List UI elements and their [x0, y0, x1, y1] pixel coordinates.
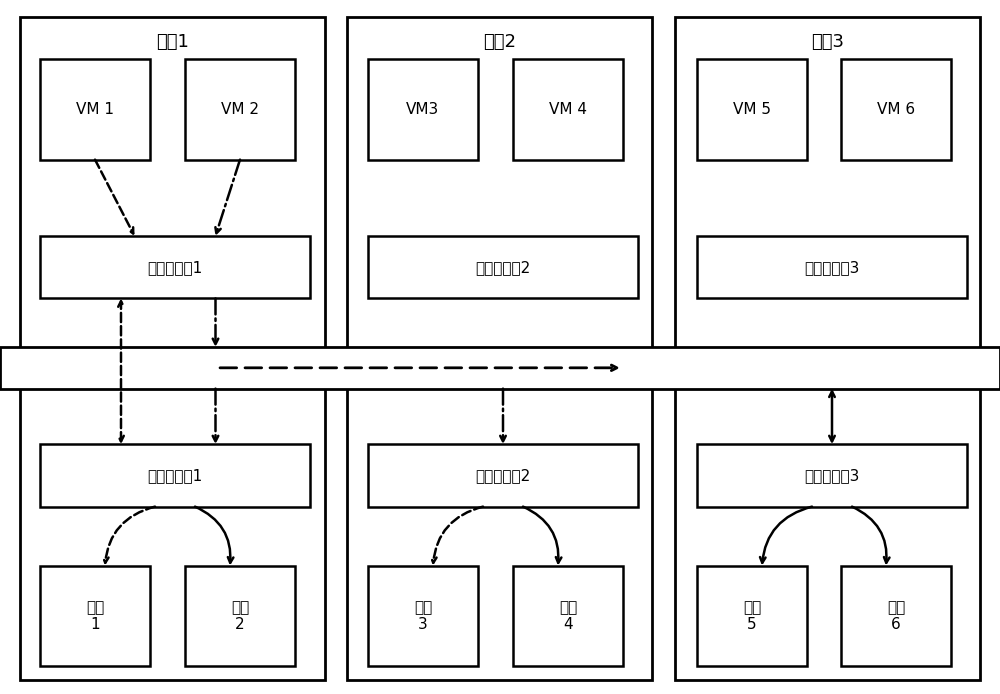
- Bar: [185, 566, 295, 666]
- Bar: [697, 236, 967, 298]
- Text: 节点1: 节点1: [156, 33, 189, 51]
- Text: VM 4: VM 4: [549, 102, 587, 117]
- Bar: [347, 17, 652, 680]
- Text: 存储服务端1: 存储服务端1: [147, 468, 203, 483]
- Bar: [841, 59, 951, 160]
- Bar: [368, 59, 478, 160]
- Text: VM 1: VM 1: [76, 102, 114, 117]
- Bar: [675, 17, 980, 680]
- Text: VM 2: VM 2: [221, 102, 259, 117]
- Bar: [40, 566, 150, 666]
- Bar: [513, 59, 623, 160]
- Text: 存储服务端2: 存储服务端2: [475, 468, 531, 483]
- Text: VM3: VM3: [406, 102, 440, 117]
- Text: 存储客户端2: 存储客户端2: [475, 260, 531, 275]
- Text: 硬盘
1: 硬盘 1: [86, 600, 104, 632]
- Text: VM 6: VM 6: [877, 102, 915, 117]
- Bar: [368, 236, 638, 298]
- Bar: [368, 566, 478, 666]
- Bar: [20, 17, 325, 680]
- Bar: [40, 444, 310, 507]
- Text: 存储客户端3: 存储客户端3: [804, 260, 860, 275]
- Text: 节点2: 节点2: [483, 33, 516, 51]
- Text: 节点3: 节点3: [811, 33, 844, 51]
- Bar: [368, 444, 638, 507]
- Text: 硬盘
3: 硬盘 3: [414, 600, 432, 632]
- Bar: [697, 444, 967, 507]
- Text: 存储客户端1: 存储客户端1: [147, 260, 203, 275]
- Bar: [841, 566, 951, 666]
- Bar: [185, 59, 295, 160]
- Bar: [697, 566, 807, 666]
- Bar: [40, 59, 150, 160]
- Text: 硬盘
4: 硬盘 4: [559, 600, 577, 632]
- Bar: [697, 59, 807, 160]
- Text: 硬盘
5: 硬盘 5: [743, 600, 761, 632]
- Text: 存储服务端3: 存储服务端3: [804, 468, 860, 483]
- Bar: [40, 236, 310, 298]
- Text: 硬盘
2: 硬盘 2: [231, 600, 249, 632]
- Bar: [0, 347, 1000, 389]
- Bar: [513, 566, 623, 666]
- Text: VM 5: VM 5: [733, 102, 771, 117]
- Text: 硬盘
6: 硬盘 6: [887, 600, 905, 632]
